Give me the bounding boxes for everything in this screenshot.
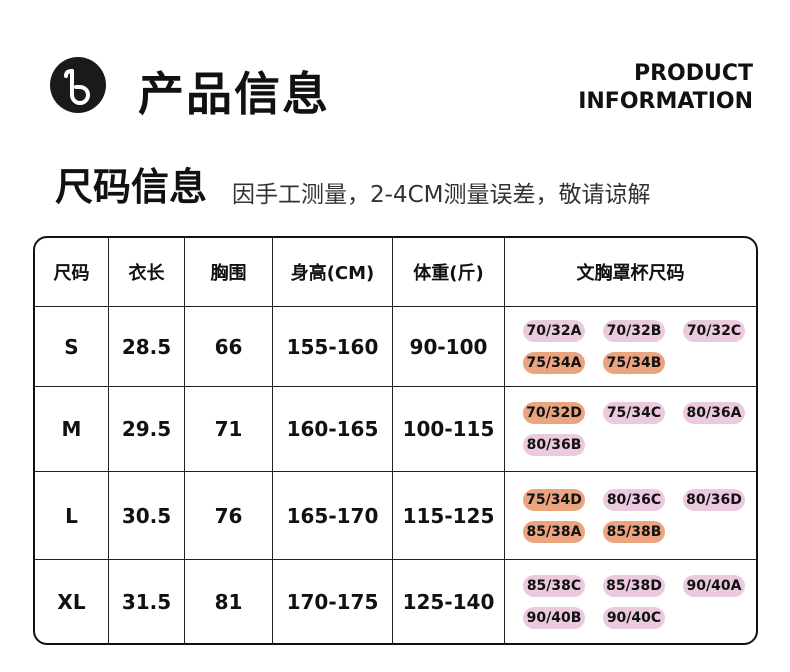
table-cell: 160-165 <box>273 387 393 472</box>
table-cell: XL <box>35 560 109 643</box>
cup-size-tag: 80/36B <box>523 434 585 456</box>
english-line: PRODUCT <box>633 61 753 86</box>
header-cell: 尺码 <box>35 238 109 307</box>
cup-size-cell: 85/38C 85/38D 90/40A 90/40B 90/40C <box>505 560 756 643</box>
cup-size-tag: 85/38B <box>603 520 665 543</box>
cup-size-tag: 80/36C <box>603 488 665 511</box>
cup-size-cell: 70/32D 75/34C 80/36A 80/36B <box>505 387 756 472</box>
logo-icon <box>64 69 90 105</box>
table-cell: 125-140 <box>393 560 505 643</box>
table-cell: L <box>35 472 109 560</box>
cup-size-tag: 85/38A <box>523 520 585 543</box>
header-cell: 身高(CM) <box>273 238 393 307</box>
english-line: INFORMATION <box>578 89 753 114</box>
cup-size-tag: 90/40C <box>603 606 665 629</box>
table-cell: 29.5 <box>109 387 185 472</box>
cup-size-tag: 75/34B <box>603 351 665 374</box>
header-cell: 胸围 <box>185 238 273 307</box>
title: 产品信息 <box>138 67 330 121</box>
cup-size-tag: 70/32C <box>683 319 745 342</box>
table-cell: 81 <box>185 560 273 643</box>
cup-size-tag: 85/38C <box>523 574 585 597</box>
table-cell: 28.5 <box>109 307 185 387</box>
cup-size-tag: 70/32A <box>523 319 585 342</box>
table-cell: 31.5 <box>109 560 185 643</box>
table-cell: 90-100 <box>393 307 505 387</box>
table-cell: 165-170 <box>273 472 393 560</box>
section-title: 尺码信息 <box>55 165 208 209</box>
cup-size-tag: 80/36A <box>683 402 745 424</box>
cup-size-tag: 80/36D <box>683 488 745 511</box>
size-table: 尺码 衣长 胸围 身高(CM) 体重(斤) 文胸罩杯尺码 S 28.5 66 155-160 90-… <box>33 236 758 645</box>
header-cell: 文胸罩杯尺码 <box>505 238 756 307</box>
section-note: 因手工测量，2-4CM测量误差，敬请谅解 <box>232 182 651 208</box>
table-cell: 76 <box>185 472 273 560</box>
cup-size-tag: 90/40B <box>523 606 585 629</box>
english-title: PRODUCT INFORMATION <box>578 60 753 116</box>
table-cell: 30.5 <box>109 472 185 560</box>
table-cell: 170-175 <box>273 560 393 643</box>
table-cell: M <box>35 387 109 472</box>
logo <box>50 57 106 113</box>
cup-size-tag: 75/34D <box>523 488 585 511</box>
header-cell: 衣长 <box>109 238 185 307</box>
cup-size-cell: 70/32A 70/32B 70/32C 75/34A 75/34B <box>505 307 756 387</box>
table-cell: 100-115 <box>393 387 505 472</box>
table-cell: 155-160 <box>273 307 393 387</box>
cup-size-tag: 90/40A <box>683 574 745 597</box>
cup-size-tag: 85/38D <box>603 574 665 597</box>
cup-size-tag: 75/34A <box>523 351 585 374</box>
header-cell: 体重(斤) <box>393 238 505 307</box>
table-cell: 71 <box>185 387 273 472</box>
cup-size-tag: 75/34C <box>603 402 665 424</box>
table-cell: 66 <box>185 307 273 387</box>
table-cell: 115-125 <box>393 472 505 560</box>
cup-size-tag: 70/32D <box>523 402 585 424</box>
cup-size-cell: 75/34D 80/36C 80/36D 85/38A 85/38B <box>505 472 756 560</box>
table-cell: S <box>35 307 109 387</box>
cup-size-tag: 70/32B <box>603 319 665 342</box>
